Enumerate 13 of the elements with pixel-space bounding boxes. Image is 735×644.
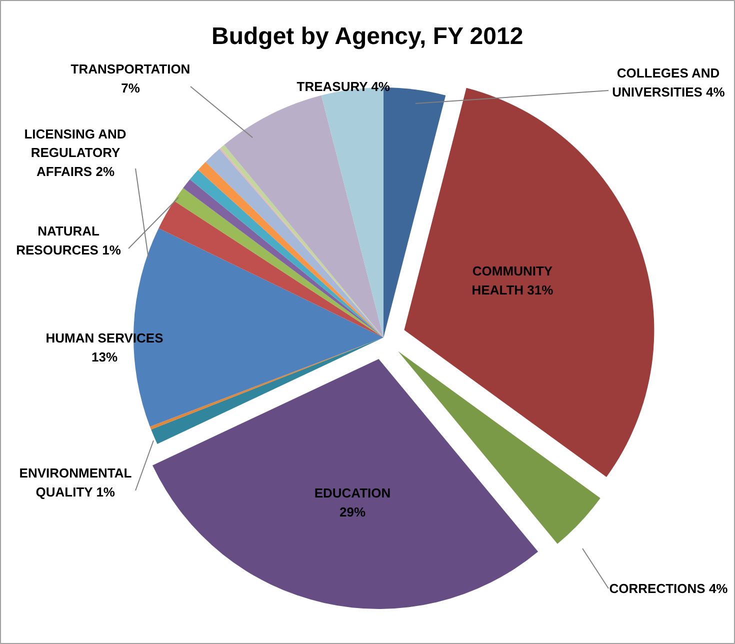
slice-label: ENVIRONMENTAL QUALITY 1%	[19, 466, 132, 500]
data-label: 29%	[339, 504, 366, 520]
slice-label: LICENSING AND REGULATORY AFFAIRS 2%	[24, 126, 126, 179]
slice-label: EDUCATION	[314, 486, 391, 501]
data-label: 13%	[91, 349, 118, 364]
data-label: 7%	[121, 80, 140, 96]
slice-label: NATURAL RESOURCES 1%	[16, 224, 122, 258]
slice-label: COLLEGES AND UNIVERSITIES 4%	[612, 66, 726, 100]
chart-title: Budget by Agency, FY 2012	[212, 23, 524, 50]
slice-label: CORRECTIONS 4%	[609, 581, 728, 596]
slice-label: TRANSPORTATION	[70, 62, 190, 77]
slice-label: TREASURY 4%	[296, 79, 390, 94]
slice-label: COMMUNITY HEALTH 31%	[472, 264, 554, 298]
